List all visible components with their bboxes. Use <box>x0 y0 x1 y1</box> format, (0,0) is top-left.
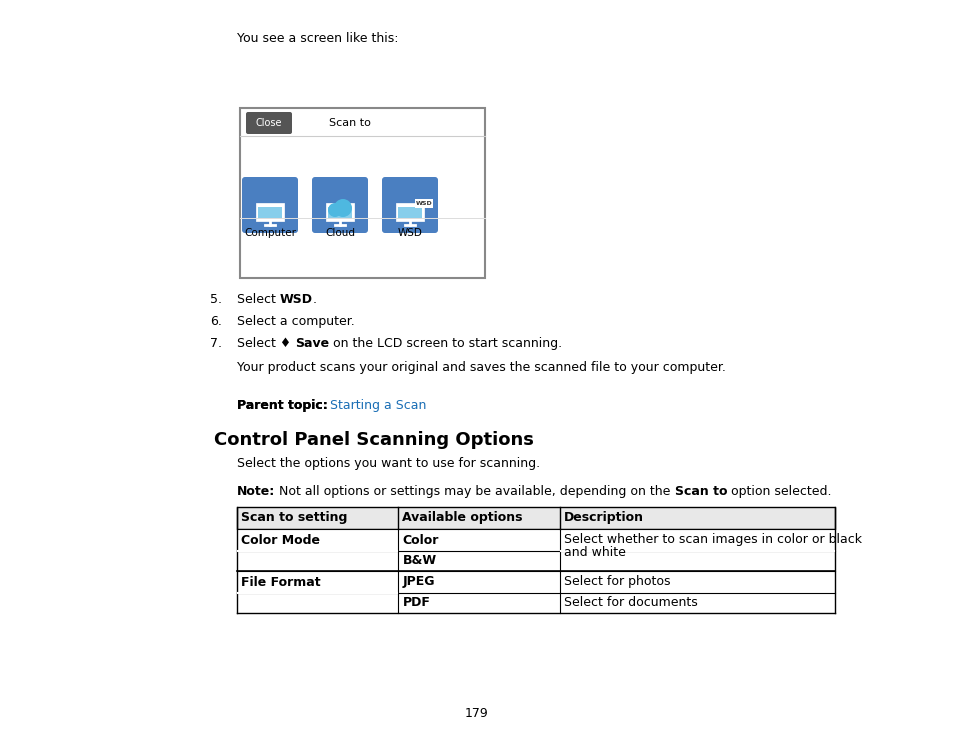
Bar <box>328 207 352 219</box>
FancyBboxPatch shape <box>312 177 368 233</box>
Text: Control Panel Scanning Options: Control Panel Scanning Options <box>213 431 534 449</box>
Text: Description: Description <box>563 511 643 525</box>
Text: 6.: 6. <box>210 315 222 328</box>
Text: WSD: WSD <box>416 201 432 206</box>
Bar <box>236 529 834 551</box>
Text: 7.: 7. <box>210 337 222 350</box>
Text: Select whether to scan images in color or black: Select whether to scan images in color o… <box>563 533 861 546</box>
Text: Color: Color <box>402 534 438 547</box>
Bar <box>257 207 282 219</box>
FancyBboxPatch shape <box>242 177 297 233</box>
Text: Parent topic:: Parent topic: <box>236 399 328 412</box>
Text: Your product scans your original and saves the scanned file to your computer.: Your product scans your original and sav… <box>236 361 725 374</box>
Text: Select a computer.: Select a computer. <box>236 315 355 328</box>
Text: Starting a Scan: Starting a Scan <box>330 399 426 412</box>
Text: Select the options you want to use for scanning.: Select the options you want to use for s… <box>236 457 539 470</box>
Text: Parent topic:: Parent topic: <box>236 399 328 412</box>
FancyBboxPatch shape <box>246 112 292 134</box>
Text: Select for documents: Select for documents <box>563 596 697 610</box>
Bar <box>236 507 834 529</box>
Text: Available options: Available options <box>402 511 522 525</box>
Bar <box>236 571 834 593</box>
Text: PDF: PDF <box>402 596 430 610</box>
Text: on the LCD screen to start scanning.: on the LCD screen to start scanning. <box>329 337 561 350</box>
Text: 5.: 5. <box>210 293 222 306</box>
Text: Scan to setting: Scan to setting <box>241 511 347 525</box>
Text: WSD: WSD <box>397 228 422 238</box>
Bar <box>240 108 484 278</box>
Text: Computer: Computer <box>244 228 295 238</box>
Text: Close: Close <box>255 118 282 128</box>
Bar <box>236 551 834 571</box>
Text: Color Mode: Color Mode <box>241 534 319 547</box>
Bar <box>326 203 354 221</box>
Text: WSD: WSD <box>279 293 313 306</box>
Bar <box>415 199 433 208</box>
Text: B&W: B&W <box>402 554 436 568</box>
Text: 179: 179 <box>465 707 488 720</box>
Text: .: . <box>313 293 316 306</box>
Text: File Format: File Format <box>241 576 320 588</box>
Circle shape <box>334 199 352 217</box>
Text: You see a screen like this:: You see a screen like this: <box>236 32 398 45</box>
Text: Scan to: Scan to <box>674 485 726 498</box>
Text: Note:: Note: <box>236 485 275 498</box>
Bar <box>255 203 284 221</box>
FancyBboxPatch shape <box>381 177 437 233</box>
Text: Select: Select <box>236 293 279 306</box>
Text: Cloud: Cloud <box>325 228 355 238</box>
Text: JPEG: JPEG <box>402 576 435 588</box>
Bar <box>395 203 423 221</box>
Text: Scan to: Scan to <box>329 118 371 128</box>
Circle shape <box>328 203 341 217</box>
Text: and white: and white <box>563 546 625 559</box>
Text: Not all options or settings may be available, depending on the: Not all options or settings may be avail… <box>275 485 674 498</box>
Text: option selected.: option selected. <box>726 485 831 498</box>
Text: Select for photos: Select for photos <box>563 576 670 588</box>
Text: Save: Save <box>294 337 329 350</box>
Bar <box>397 207 421 219</box>
Bar <box>236 593 834 613</box>
Text: Select ♦: Select ♦ <box>236 337 294 350</box>
